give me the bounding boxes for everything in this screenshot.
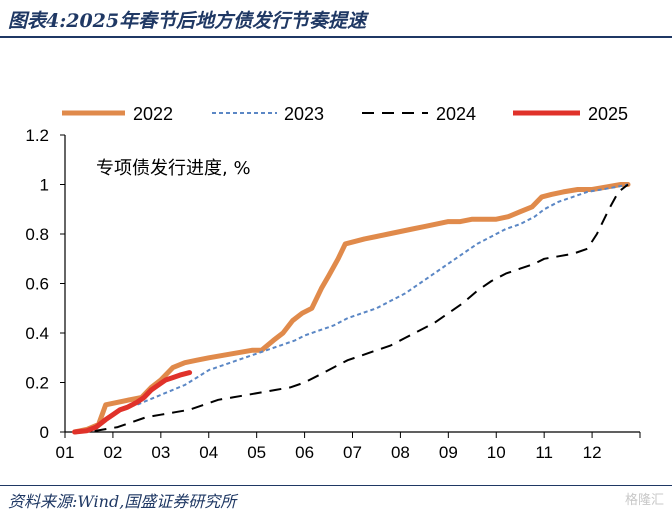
axes: 01 02 03 04 05 06 07 08 09 10 11 12 0 0.2 0.4 0.6 0.8 1 1.… xyxy=(25,126,641,462)
y-tick-label: 1 xyxy=(40,176,49,195)
chart-annotation: 专项债发行进度, % xyxy=(96,158,251,179)
y-tick-label: 0 xyxy=(40,423,49,442)
legend-label-2024: 2024 xyxy=(436,104,476,124)
x-tick-label: 01 xyxy=(56,443,75,462)
x-tick-label: 11 xyxy=(535,443,553,462)
title-divider xyxy=(0,36,672,38)
watermark: 格隆汇 xyxy=(624,493,664,508)
series-line-2023 xyxy=(74,183,629,433)
x-tick-label: 09 xyxy=(439,443,458,462)
legend: 2022 2023 2024 2025 xyxy=(62,104,628,124)
legend-label-2025: 2025 xyxy=(588,104,628,124)
x-tick-label: 07 xyxy=(343,443,362,462)
chart-area: 2022 2023 2024 2025 专项债发行进度, % 01 02 03 04 0… xyxy=(25,104,641,462)
x-tick-label: 08 xyxy=(391,443,410,462)
x-tick-label: 10 xyxy=(487,443,506,462)
y-tick-label: 0.6 xyxy=(25,275,49,294)
series-line-2022 xyxy=(72,182,631,435)
x-tick-label: 03 xyxy=(151,443,170,462)
y-tick-label: 0.4 xyxy=(25,324,49,343)
series-line-2024 xyxy=(74,183,629,433)
x-tick-label: 04 xyxy=(199,443,218,462)
y-tick-label: 0.2 xyxy=(25,374,49,393)
y-tick-label: 0.8 xyxy=(25,225,49,244)
legend-label-2023: 2023 xyxy=(284,104,324,124)
x-tick-label: 02 xyxy=(103,443,122,462)
source-note: 资料来源:Wind,国盛证券研究所 xyxy=(8,492,237,511)
legend-label-2022: 2022 xyxy=(133,104,173,124)
x-tick-label: 12 xyxy=(583,443,602,462)
source-divider xyxy=(0,485,672,486)
y-tick-label: 1.2 xyxy=(25,126,49,145)
figure-title: 图表4:2025年春节后地方债发行节奏提速 xyxy=(8,10,367,32)
x-tick-label: 06 xyxy=(295,443,314,462)
x-tick-label: 05 xyxy=(247,443,266,462)
series-layer xyxy=(72,182,631,435)
series-line-2025 xyxy=(72,370,193,435)
